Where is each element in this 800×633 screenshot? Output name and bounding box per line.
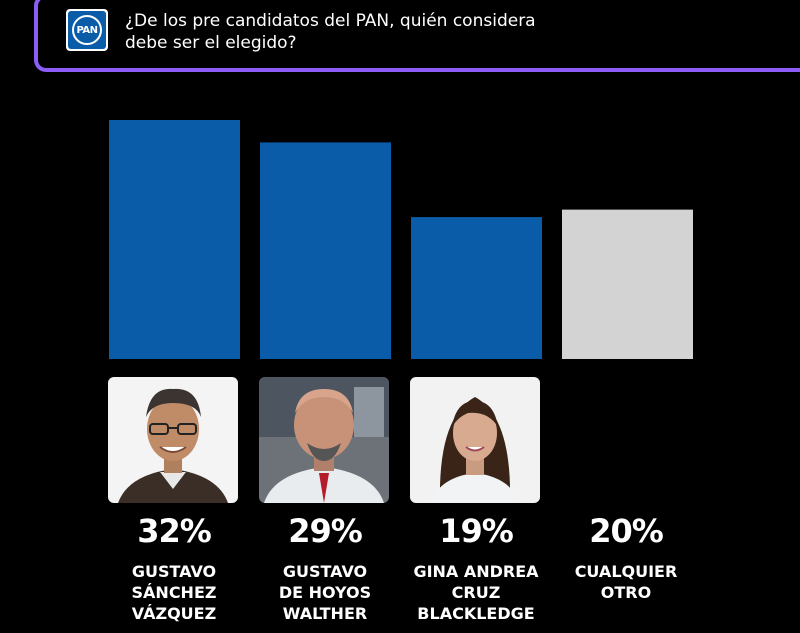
bar-2	[260, 142, 391, 359]
other-name: CUALQUIER OTRO	[574, 562, 678, 602]
candidate-2-percent: 29%	[288, 512, 363, 550]
candidate-photo-3	[410, 377, 540, 503]
bar-4	[562, 209, 693, 359]
bar-3	[411, 217, 542, 359]
candidate-1-percent: 32%	[137, 512, 212, 550]
pan-logo-inner: PAN	[68, 11, 106, 49]
candidate-1-name: GUSTAVO SÁNCHEZ VÁZQUEZ	[131, 562, 217, 623]
candidate-2-name: GUSTAVO DE HOYOS WALTHER	[278, 562, 372, 623]
candidate-photo-1	[108, 377, 238, 503]
question-text: ¿De los pre candidatos del PAN, quién co…	[125, 11, 536, 53]
other-percent: 20%	[589, 512, 664, 550]
question-box	[34, 0, 800, 72]
bar-1	[109, 120, 240, 359]
pan-logo-text: PAN	[72, 15, 102, 45]
candidate-3-name: GINA ANDREA CRUZ BLACKLEDGE	[413, 562, 539, 623]
candidate-3-percent: 19%	[439, 512, 514, 550]
candidate-photo-2	[259, 377, 389, 503]
pan-logo: PAN	[66, 9, 108, 51]
